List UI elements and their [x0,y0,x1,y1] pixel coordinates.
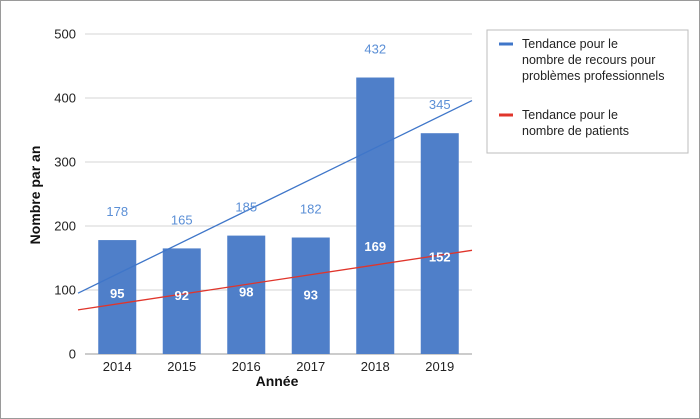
bar-top-label: 182 [300,202,322,217]
x-tick-label: 2019 [425,359,454,374]
bar [420,133,459,354]
bar-top-label: 185 [235,200,257,215]
bars [98,77,459,355]
bar-inner-label: 92 [175,288,189,303]
y-tick-label: 200 [54,219,76,234]
x-tick-label: 2018 [361,359,390,374]
trendlines [77,99,473,311]
x-tick-label: 2015 [167,359,196,374]
x-tick-label: 2016 [232,359,261,374]
trendline [77,99,473,294]
x-tick-label: 2017 [296,359,325,374]
y-tick-label: 100 [54,283,76,298]
legend-label: Tendance pour le nombre de recours pour pr… [522,37,664,83]
bar-inner-label: 152 [429,250,451,265]
bar [356,77,395,355]
y-axis-title: Nombre par an [27,146,43,245]
y-axis: 0 100 200 300 400 500 [54,27,76,362]
bar-top-label: 178 [106,204,128,219]
y-tick-label: 400 [54,91,76,106]
gridlines [85,33,472,355]
x-axis-title: Année [256,373,299,389]
y-tick-label: 500 [54,27,76,42]
bar [227,235,266,354]
legend-label: Tendance pour le nombre de patients [522,108,629,138]
legend: Tendance pour le nombre de recours pour pr… [486,29,689,154]
bar-top-label: 165 [171,212,193,227]
bar-top-label: 345 [429,97,451,112]
y-tick-label: 300 [54,155,76,170]
legend-box [486,29,689,154]
y-tick-label: 0 [69,347,76,362]
x-tick-label: 2014 [103,359,132,374]
trendline [77,249,473,311]
bar-top-label: 432 [364,42,386,57]
x-axis: 2014 2015 2016 2017 2018 2019 [103,359,454,374]
bar-inner-label: 95 [110,286,124,301]
bar-inner-label: 169 [364,239,386,254]
bar [162,248,201,354]
bar-inner-label: 98 [239,284,253,299]
data-labels: 178 95 165 92 185 98 182 93 432 169 345 152 [106,42,450,304]
bar [98,240,137,354]
bar [291,237,330,354]
bar-inner-label: 93 [304,287,318,302]
